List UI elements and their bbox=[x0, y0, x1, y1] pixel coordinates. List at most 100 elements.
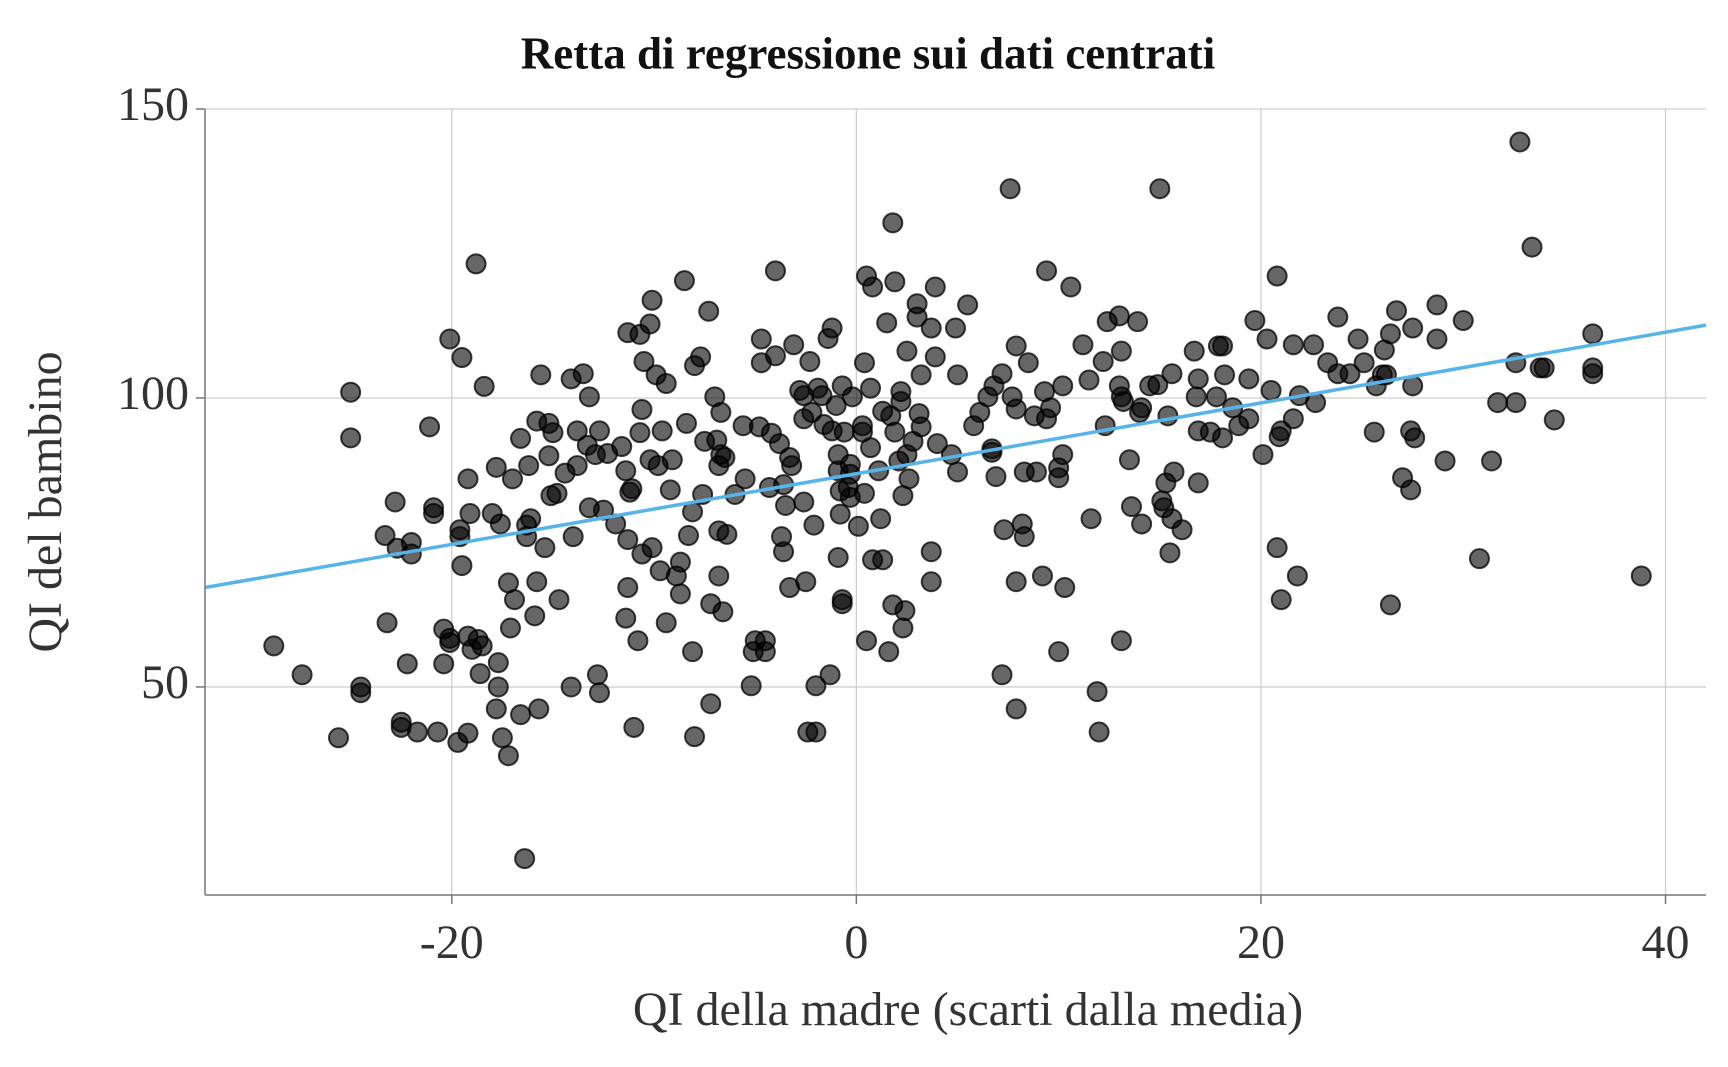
point bbox=[734, 468, 756, 490]
point bbox=[548, 589, 570, 611]
point bbox=[833, 421, 855, 443]
point bbox=[1086, 681, 1108, 703]
point bbox=[1005, 335, 1027, 357]
point bbox=[1183, 340, 1205, 362]
point bbox=[1238, 368, 1260, 390]
point bbox=[1426, 294, 1448, 316]
point bbox=[451, 347, 473, 369]
point bbox=[1163, 461, 1185, 483]
point bbox=[1379, 323, 1401, 345]
point bbox=[878, 641, 900, 663]
point bbox=[1147, 374, 1169, 396]
point bbox=[1260, 379, 1282, 401]
point bbox=[945, 317, 966, 339]
point bbox=[1161, 363, 1183, 385]
point bbox=[1110, 340, 1132, 362]
point bbox=[419, 416, 441, 438]
point bbox=[1238, 408, 1260, 430]
point bbox=[1127, 311, 1149, 333]
point bbox=[659, 479, 681, 501]
point bbox=[350, 682, 372, 704]
point bbox=[641, 289, 663, 311]
point bbox=[514, 848, 536, 870]
point bbox=[827, 546, 849, 568]
point bbox=[1110, 630, 1132, 652]
point bbox=[491, 727, 513, 749]
point bbox=[631, 399, 653, 421]
point bbox=[821, 317, 843, 339]
point bbox=[1054, 577, 1076, 599]
point bbox=[898, 468, 920, 490]
point bbox=[526, 571, 548, 593]
point bbox=[805, 675, 827, 697]
point bbox=[263, 635, 285, 657]
point bbox=[1212, 427, 1234, 449]
point bbox=[1120, 496, 1142, 518]
y-tick-label: 100 bbox=[117, 367, 189, 420]
point bbox=[710, 401, 732, 423]
point bbox=[985, 466, 1007, 488]
point bbox=[1363, 421, 1385, 443]
point bbox=[1509, 131, 1531, 153]
point bbox=[633, 351, 655, 373]
point bbox=[617, 577, 639, 599]
point bbox=[406, 721, 428, 743]
point bbox=[534, 537, 556, 559]
x-tick-label: -20 bbox=[420, 916, 484, 969]
point bbox=[588, 682, 610, 704]
point bbox=[829, 503, 851, 525]
point bbox=[651, 420, 673, 442]
point bbox=[1025, 461, 1047, 483]
point bbox=[847, 515, 869, 537]
point bbox=[1282, 334, 1304, 356]
point bbox=[1303, 334, 1325, 356]
point bbox=[1205, 386, 1227, 408]
point bbox=[1078, 369, 1100, 391]
point bbox=[884, 271, 906, 293]
point bbox=[619, 481, 641, 503]
point bbox=[655, 612, 677, 634]
point bbox=[487, 652, 509, 674]
point bbox=[1468, 548, 1490, 570]
point bbox=[504, 589, 526, 611]
point bbox=[530, 364, 552, 386]
point bbox=[754, 641, 776, 663]
point bbox=[750, 328, 772, 350]
x-tick-label: 0 bbox=[844, 916, 868, 969]
point bbox=[528, 698, 550, 720]
point bbox=[1214, 364, 1236, 386]
point bbox=[1426, 328, 1448, 350]
point bbox=[781, 455, 803, 477]
point bbox=[855, 630, 877, 652]
x-tick-label: 40 bbox=[1642, 916, 1690, 969]
point bbox=[627, 630, 649, 652]
point bbox=[586, 664, 608, 686]
point bbox=[1017, 352, 1039, 374]
point bbox=[1005, 571, 1027, 593]
point bbox=[1434, 450, 1456, 472]
point bbox=[1185, 386, 1207, 408]
point bbox=[566, 455, 588, 477]
point bbox=[892, 617, 914, 639]
point bbox=[1266, 537, 1288, 559]
point bbox=[1327, 306, 1349, 328]
point bbox=[795, 571, 817, 593]
point bbox=[853, 352, 875, 374]
point bbox=[546, 482, 568, 504]
point bbox=[805, 721, 827, 743]
point bbox=[1005, 698, 1027, 720]
point bbox=[427, 721, 449, 743]
point bbox=[700, 693, 722, 715]
point bbox=[423, 503, 445, 525]
point bbox=[291, 664, 313, 686]
point bbox=[1379, 594, 1401, 616]
point bbox=[1092, 351, 1114, 373]
point bbox=[1013, 526, 1035, 548]
point bbox=[471, 635, 493, 657]
point bbox=[841, 386, 863, 408]
point bbox=[924, 276, 946, 298]
point bbox=[947, 461, 969, 483]
point bbox=[1630, 565, 1652, 587]
point bbox=[884, 421, 906, 443]
